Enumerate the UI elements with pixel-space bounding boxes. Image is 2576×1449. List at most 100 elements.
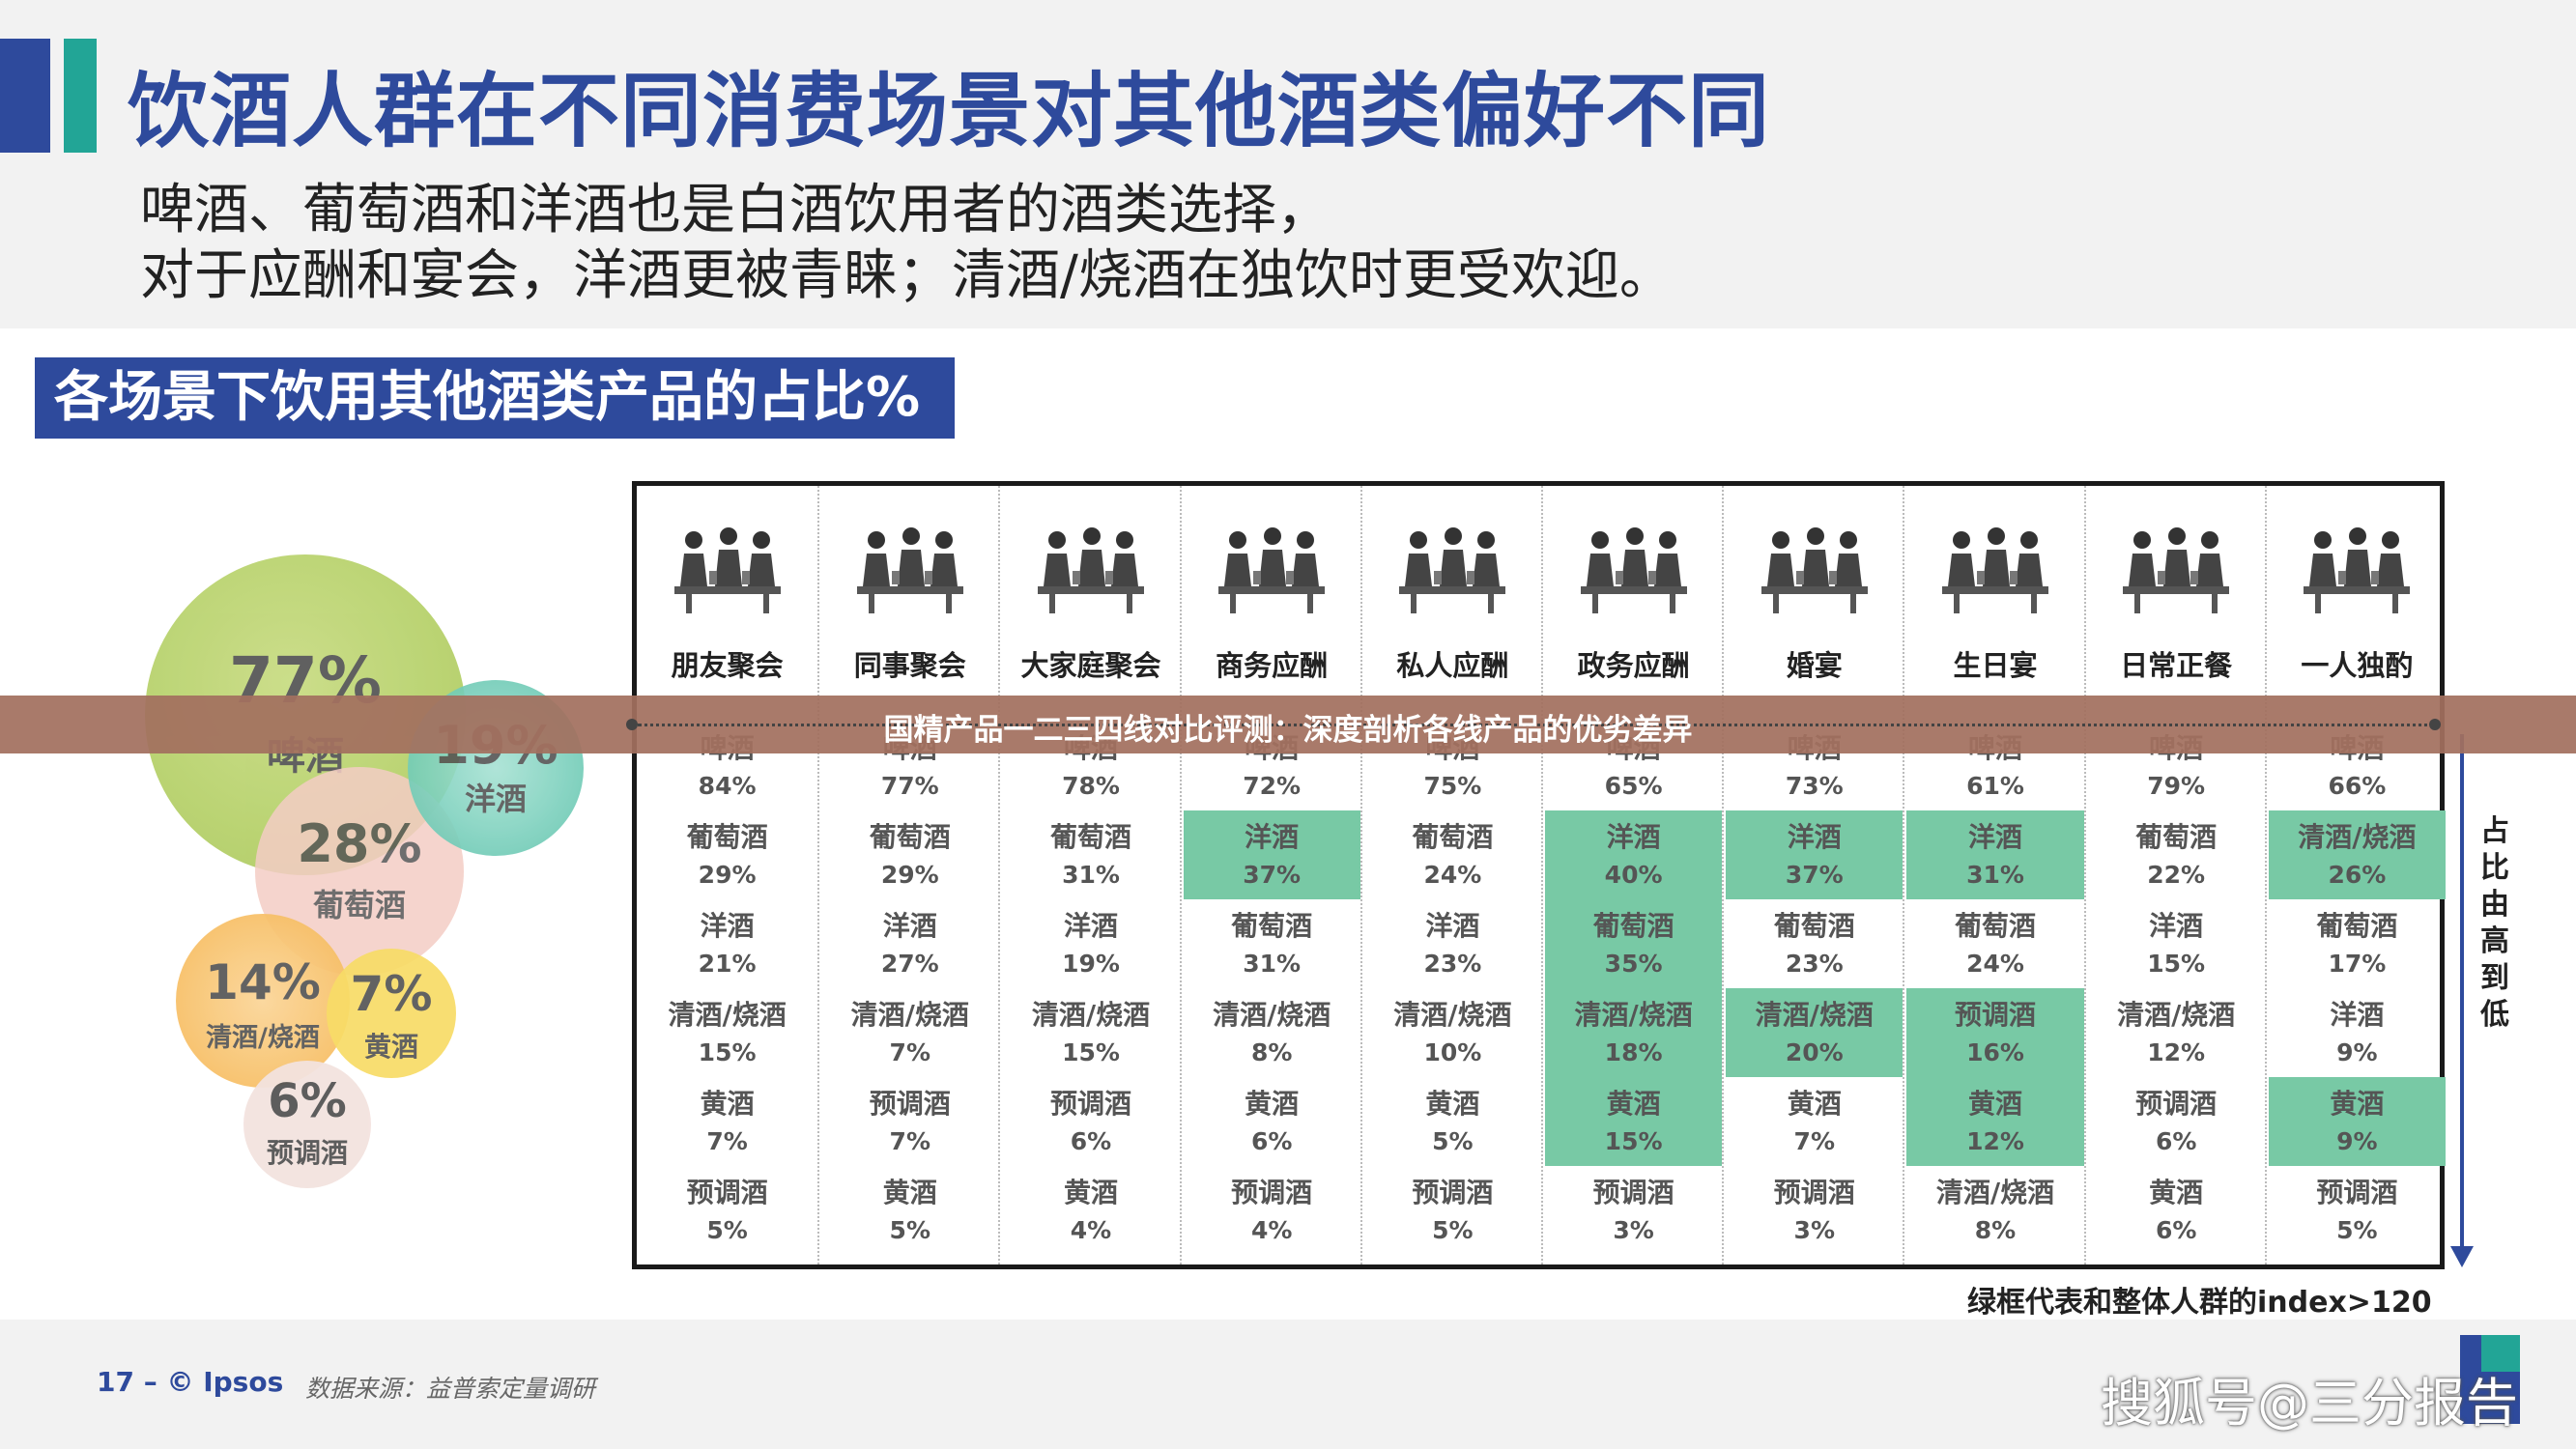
beverage-name: 预调酒 <box>1049 1088 1131 1120</box>
subtitle-line: 对于应酬和宴会，洋酒更被青睐；清酒/烧酒在独饮时更受欢迎。 <box>140 244 1674 307</box>
share-value: 72% <box>1243 772 1302 800</box>
share-value: 18% <box>1604 1038 1663 1066</box>
share-value: 3% <box>1793 1216 1835 1244</box>
table-cell: 黄酒 7% <box>1726 1077 1903 1166</box>
beverage-name: 洋酒 <box>2330 999 2385 1031</box>
beverage-name: 洋酒 <box>1245 821 1300 853</box>
table-cell: 预调酒 5% <box>639 1166 816 1255</box>
share-value: 5% <box>1432 1127 1474 1155</box>
beverage-name: 黄酒 <box>2330 1088 2385 1120</box>
beverage-name: 清酒/烧酒 <box>1393 999 1512 1031</box>
title-accent-bar-secondary <box>64 39 97 153</box>
beverage-name: 洋酒 <box>1606 821 1661 853</box>
beverage-name: 葡萄酒 <box>686 821 768 853</box>
solo-drinking-icon <box>2267 523 2447 629</box>
table-cell: 黄酒 5% <box>1364 1077 1541 1166</box>
beverage-name: 黄酒 <box>1967 1088 2022 1120</box>
share-value: 22% <box>2147 861 2206 889</box>
table-cell: 清酒/烧酒 12% <box>2088 988 2265 1077</box>
wedding-icon <box>1724 523 1904 629</box>
beverage-name: 葡萄酒 <box>1592 910 1674 942</box>
table-cell: 预调酒 6% <box>1002 1077 1179 1166</box>
beverage-name: 黄酒 <box>700 1088 755 1120</box>
scenario-label: 婚宴 <box>1786 649 1843 682</box>
share-value: 27% <box>880 950 939 978</box>
table-cell: 清酒/烧酒 15% <box>639 988 816 1077</box>
table-cell-highlighted: 洋酒 40% <box>1545 810 1723 899</box>
table-cell-highlighted: 清酒/烧酒 18% <box>1545 988 1723 1077</box>
beverage-name: 预调酒 <box>869 1088 951 1120</box>
share-value: 17% <box>2328 950 2387 978</box>
table-cell-highlighted: 清酒/烧酒 20% <box>1726 988 1903 1077</box>
table-cell-highlighted: 洋酒 37% <box>1726 810 1903 899</box>
table-cell: 葡萄酒 23% <box>1726 899 1903 988</box>
beverage-name: 葡萄酒 <box>1412 821 1494 853</box>
beverage-name: 葡萄酒 <box>1049 821 1131 853</box>
scenario-label: 生日宴 <box>1953 649 2038 682</box>
share-value: 8% <box>1250 1038 1293 1066</box>
share-value: 7% <box>889 1127 930 1155</box>
bubble-percent: 7% <box>350 966 433 1022</box>
bubble-sake: 14% 清酒/烧酒 <box>176 914 350 1088</box>
table-cell: 黄酒 4% <box>1002 1166 1179 1255</box>
share-value: 65% <box>1604 772 1663 800</box>
beverage-name: 预调酒 <box>1592 1177 1674 1208</box>
share-value: 15% <box>1604 1127 1663 1155</box>
beverage-name: 洋酒 <box>700 910 755 942</box>
share-value: 12% <box>2147 1038 2206 1066</box>
beverage-name: 洋酒 <box>1967 821 2022 853</box>
scenario-label: 一人独酌 <box>2301 649 2414 682</box>
beverage-name: 清酒/烧酒 <box>1213 999 1331 1031</box>
share-value: 79% <box>2147 772 2206 800</box>
share-value: 9% <box>2336 1127 2378 1155</box>
page-title: 饮酒人群在不同消费场景对其他酒类偏好不同 <box>128 64 1771 158</box>
table-cell: 葡萄酒 29% <box>821 810 998 899</box>
table-cell-highlighted: 预调酒 16% <box>1906 988 2084 1077</box>
share-value: 4% <box>1250 1216 1293 1244</box>
share-value: 73% <box>1785 772 1844 800</box>
scenario-label: 日常正餐 <box>2120 649 2233 682</box>
beverage-name: 预调酒 <box>2316 1177 2398 1208</box>
share-value: 7% <box>889 1038 930 1066</box>
bubble-percent: 28% <box>297 813 422 874</box>
table-cell-highlighted: 黄酒 15% <box>1545 1077 1723 1166</box>
daily-meal-icon <box>2086 523 2267 629</box>
government-entertaining-icon <box>1543 523 1724 629</box>
share-value: 29% <box>880 861 939 889</box>
rank-arrow-head <box>2450 1246 2474 1267</box>
beverage-name: 洋酒 <box>882 910 937 942</box>
table-cell: 黄酒 6% <box>1184 1077 1360 1166</box>
beverage-name: 清酒/烧酒 <box>668 999 787 1031</box>
share-value: 24% <box>1423 861 1482 889</box>
beverage-name: 葡萄酒 <box>1954 910 2036 942</box>
scenario-label: 朋友聚会 <box>671 649 784 682</box>
share-value: 3% <box>1613 1216 1654 1244</box>
table-cell-highlighted: 黄酒 9% <box>2268 1077 2446 1166</box>
beverage-name: 葡萄酒 <box>2135 821 2218 853</box>
bubble-premix: 6% 预调酒 <box>243 1061 371 1188</box>
share-value: 31% <box>1243 950 1302 978</box>
share-value: 5% <box>889 1216 930 1244</box>
beverage-name: 清酒/烧酒 <box>1031 999 1151 1031</box>
share-value: 15% <box>2147 950 2206 978</box>
table-cell: 葡萄酒 22% <box>2088 810 2265 899</box>
beverage-name: 洋酒 <box>2149 910 2204 942</box>
bubble-label: 清酒/烧酒 <box>206 1023 320 1053</box>
share-value: 6% <box>1070 1127 1112 1155</box>
share-value: 31% <box>1062 861 1120 889</box>
share-value: 19% <box>1062 950 1120 978</box>
table-cell-highlighted: 洋酒 31% <box>1906 810 2084 899</box>
table-cell: 黄酒 7% <box>639 1077 816 1166</box>
overlay-banner-text[interactable]: 国精产品一二三四线对比评测：深度剖析各线产品的优劣差异 <box>883 713 1693 748</box>
share-value: 61% <box>1966 772 2024 800</box>
table-cell: 清酒/烧酒 10% <box>1364 988 1541 1077</box>
beverage-name: 黄酒 <box>1787 1088 1842 1120</box>
share-value: 7% <box>1793 1127 1835 1155</box>
table-cell: 清酒/烧酒 8% <box>1184 988 1360 1077</box>
table-cell: 预调酒 3% <box>1545 1166 1722 1255</box>
share-value: 15% <box>698 1038 757 1066</box>
table-cell: 洋酒 19% <box>1002 899 1179 988</box>
